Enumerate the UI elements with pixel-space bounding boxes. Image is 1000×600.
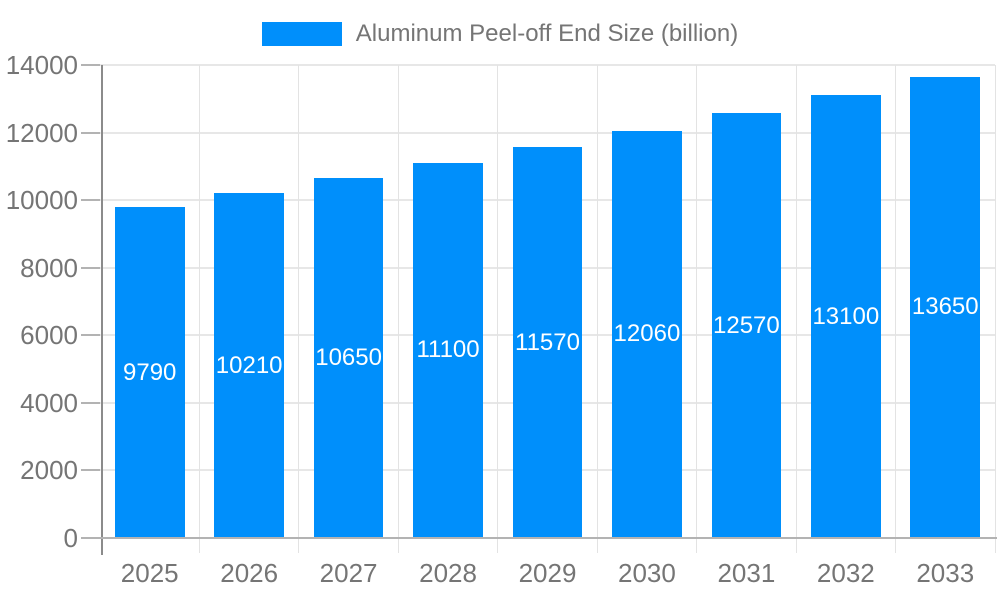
y-tick-label: 14000: [5, 50, 78, 80]
y-tick-label: 8000: [20, 252, 78, 283]
v-gridline: [596, 65, 598, 553]
bar[interactable]: 12570: [711, 113, 782, 538]
x-tick-label: 2026: [220, 558, 279, 588]
v-gridline: [397, 65, 399, 553]
y-axis-tick: [81, 334, 100, 337]
bar-value-label: 11570: [515, 328, 580, 356]
bar-value-label: 13100: [812, 302, 880, 330]
bar[interactable]: 11570: [512, 147, 583, 538]
bar[interactable]: 13100: [811, 95, 881, 538]
v-gridline: [298, 65, 300, 553]
y-axis-tick: [81, 266, 100, 269]
x-axis-line: [81, 537, 997, 539]
y-tick-label: 6000: [20, 320, 78, 351]
bar[interactable]: 12060: [612, 130, 682, 538]
bar-value-label: 12570: [713, 311, 780, 339]
legend-label: Aluminum Peel-off End Size (billion): [355, 20, 739, 47]
x-tick-label: 2028: [419, 558, 477, 588]
x-tick-label: 2032: [816, 558, 875, 588]
v-gridline: [895, 65, 897, 553]
v-gridline: [994, 65, 996, 553]
y-tick-label: 10000: [5, 185, 78, 216]
v-gridline: [696, 65, 698, 553]
x-tick-label: 2027: [319, 558, 378, 588]
bar-value-label: 9790: [123, 358, 177, 386]
y-tick-label: 4000: [20, 387, 78, 418]
y-tick-label: 12000: [5, 117, 78, 148]
bar[interactable]: 13650: [910, 76, 981, 538]
bar-value-label: 10210: [215, 351, 283, 379]
x-tick-label: 2031: [717, 558, 776, 588]
bar[interactable]: 10650: [313, 178, 384, 538]
y-tick-label: 2000: [20, 455, 78, 486]
v-gridline: [198, 65, 200, 553]
h-gridline: [100, 64, 995, 66]
bar[interactable]: 9790: [114, 207, 185, 538]
bar[interactable]: 10210: [214, 193, 284, 538]
y-axis-tick: [81, 131, 100, 134]
y-axis-tick: [81, 469, 100, 472]
bar-value-label: 13650: [911, 293, 979, 321]
legend-swatch: [261, 22, 342, 46]
y-tick-label: 0: [63, 523, 78, 553]
y-axis-line: [101, 65, 103, 555]
x-tick-label: 2025: [120, 558, 179, 588]
x-tick-label: 2029: [518, 558, 577, 588]
h-gridline: [100, 131, 995, 134]
bar-value-label: 10650: [315, 344, 382, 372]
bar[interactable]: 11100: [413, 162, 483, 538]
y-axis-tick: [81, 64, 100, 66]
bar-value-label: 11100: [416, 336, 480, 364]
x-tick-label: 2033: [916, 558, 975, 588]
plot-area: 0 2000 4000 6000 8000 10000 12000 14000 9790 1021…: [6, 52, 997, 586]
legend-item[interactable]: Aluminum Peel-off End Size (billion): [0, 20, 1000, 48]
v-gridline: [497, 65, 499, 553]
y-axis-tick: [81, 199, 100, 202]
x-tick-label: 2030: [618, 558, 676, 588]
bar-value-label: 12060: [613, 320, 681, 348]
y-axis-tick: [81, 401, 100, 404]
v-gridline: [795, 65, 797, 553]
